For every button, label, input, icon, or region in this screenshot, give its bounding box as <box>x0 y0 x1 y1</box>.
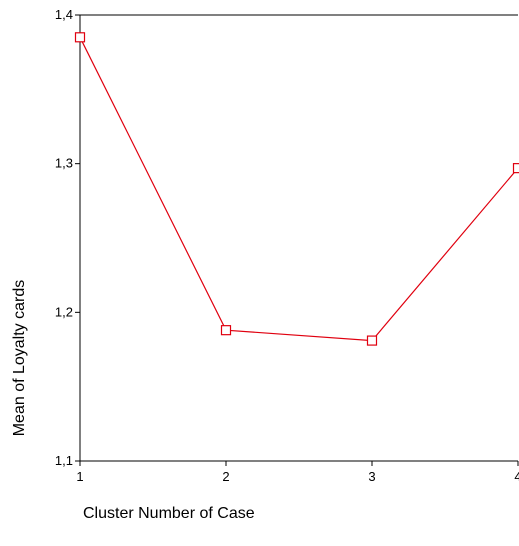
y-tick-label: 1,2 <box>55 304 73 319</box>
series-layer <box>74 32 519 346</box>
data-point <box>366 335 378 346</box>
x-tick-label: 3 <box>368 469 375 484</box>
data-point <box>74 32 86 43</box>
x-tick-label: 1 <box>76 469 83 484</box>
y-tick-label: 1,3 <box>55 156 73 171</box>
ticks: 1,1 1,2 1,3 1,4 1 2 3 4 <box>55 7 519 484</box>
data-point <box>512 163 519 174</box>
series-line <box>79 37 519 342</box>
y-tick-label: 1,4 <box>55 7 73 22</box>
x-axis-title: Cluster Number of Case <box>83 505 255 522</box>
x-tick-label: 4 <box>514 469 519 484</box>
axes <box>79 14 518 462</box>
data-point <box>220 325 232 336</box>
x-tick-label: 2 <box>222 469 229 484</box>
y-axis-title: Mean of Loyalty cards <box>11 280 28 437</box>
y-tick-label: 1,1 <box>55 453 73 468</box>
